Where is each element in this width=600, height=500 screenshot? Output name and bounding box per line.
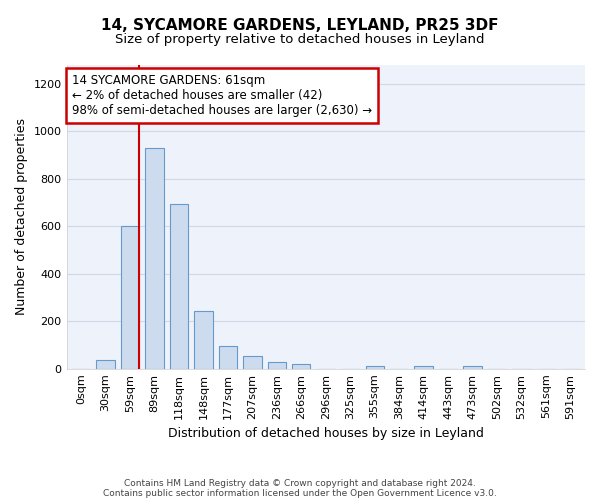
Bar: [145, 148, 164, 369]
Bar: [268, 362, 286, 369]
Bar: [219, 346, 237, 369]
Bar: [170, 204, 188, 369]
Bar: [243, 356, 262, 369]
Bar: [463, 366, 482, 369]
Bar: [97, 360, 115, 369]
Bar: [121, 226, 139, 369]
Text: 14 SYCAMORE GARDENS: 61sqm
← 2% of detached houses are smaller (42)
98% of semi-: 14 SYCAMORE GARDENS: 61sqm ← 2% of detac…: [72, 74, 372, 117]
Y-axis label: Number of detached properties: Number of detached properties: [15, 118, 28, 316]
X-axis label: Distribution of detached houses by size in Leyland: Distribution of detached houses by size …: [168, 427, 484, 440]
Bar: [194, 310, 212, 369]
Text: 14, SYCAMORE GARDENS, LEYLAND, PR25 3DF: 14, SYCAMORE GARDENS, LEYLAND, PR25 3DF: [101, 18, 499, 32]
Bar: [365, 366, 384, 369]
Text: Contains public sector information licensed under the Open Government Licence v3: Contains public sector information licen…: [103, 488, 497, 498]
Bar: [292, 364, 310, 369]
Text: Contains HM Land Registry data © Crown copyright and database right 2024.: Contains HM Land Registry data © Crown c…: [124, 478, 476, 488]
Text: Size of property relative to detached houses in Leyland: Size of property relative to detached ho…: [115, 32, 485, 46]
Bar: [415, 366, 433, 369]
